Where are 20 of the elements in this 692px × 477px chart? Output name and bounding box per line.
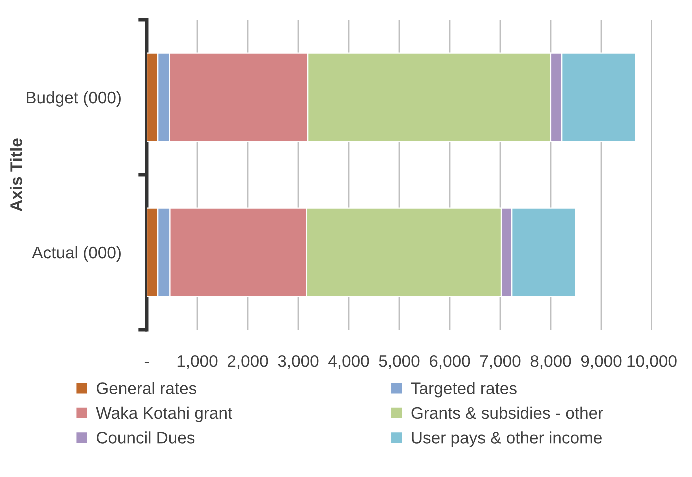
legend-label: Targeted rates <box>411 382 517 398</box>
y-tick-label: Budget (000) <box>27 91 121 107</box>
y-axis-title: Axis Title <box>10 138 22 212</box>
x-tick-label: 2,000 <box>228 355 268 370</box>
x-tick-label: 6,000 <box>430 355 470 370</box>
y-tick-label: Actual (000) <box>32 246 121 262</box>
legend-label: User pays & other income <box>412 432 602 448</box>
x-tick-label: 3,000 <box>278 355 319 370</box>
x-tick-label: 8,000 <box>530 355 572 370</box>
x-tick-label: 9,000 <box>581 355 622 370</box>
legend-label: Grants & subsidies - other <box>412 406 604 420</box>
x-tick-label: 4,000 <box>328 355 370 370</box>
legend-label: General rates <box>96 382 197 394</box>
x-tick-label: 10,000 <box>628 355 677 370</box>
legend-label: Waka Kotahi grant <box>96 406 233 422</box>
x-tick-label: - <box>144 362 150 364</box>
x-tick-label: 5,000 <box>379 355 420 370</box>
x-tick-label: 1,000 <box>178 355 218 370</box>
legend-label: Council Dues <box>96 432 195 444</box>
x-tick-label: 7,000 <box>480 355 521 370</box>
